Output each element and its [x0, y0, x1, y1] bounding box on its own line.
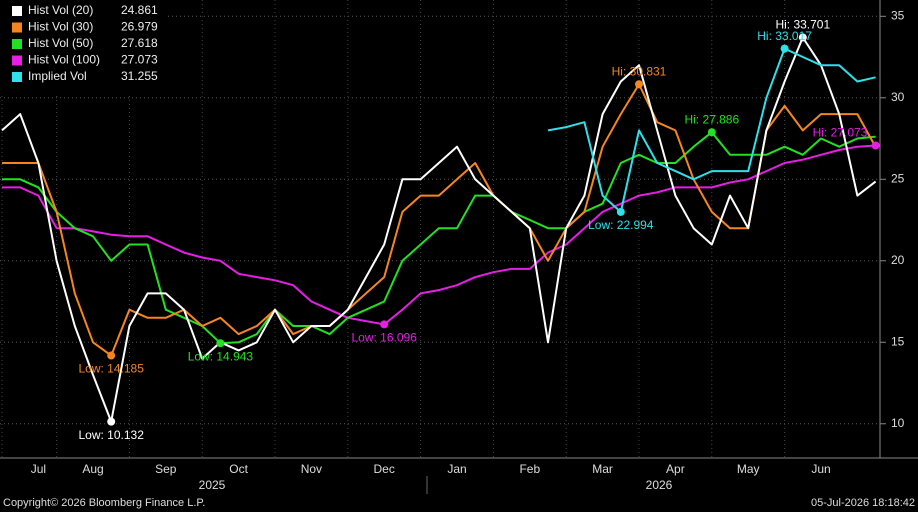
legend-label: Hist Vol (30) [28, 20, 93, 34]
x-tick-label: May [737, 462, 760, 476]
y-tick-label: 15 [891, 334, 905, 348]
legend-label: Hist Vol (20) [28, 3, 93, 17]
x-tick-label: Feb [519, 462, 540, 476]
extreme-label: Hi: 27.073 [813, 126, 868, 140]
y-tick-label: 35 [891, 8, 905, 22]
x-tick-label: Jun [811, 462, 830, 476]
series-line [2, 131, 876, 345]
x-tick-label: Apr [666, 462, 685, 476]
legend-swatch [12, 55, 22, 66]
y-tick-label: 30 [891, 90, 905, 104]
extreme-marker [707, 128, 716, 137]
extreme-marker [107, 417, 116, 426]
extreme-marker [616, 207, 625, 216]
extreme-label: Low: 10.132 [79, 428, 145, 442]
extreme-label: Hi: 33.701 [775, 18, 830, 32]
extreme-marker [635, 80, 643, 89]
series-line [2, 144, 876, 326]
extreme-label: Low: 22.994 [588, 218, 654, 232]
year-label: 2025 [199, 478, 226, 492]
x-tick-label: Nov [301, 462, 322, 476]
extreme-label: Hi: 33.017 [757, 29, 812, 43]
extreme-marker [107, 351, 116, 360]
legend-value: 27.618 [121, 36, 158, 50]
legend-value: 26.979 [121, 20, 158, 34]
extreme-marker [871, 141, 880, 150]
x-tick-label: Sep [155, 462, 177, 476]
extreme-marker [216, 339, 225, 348]
x-tick-label: Jan [447, 462, 466, 476]
legend-value: 27.073 [121, 53, 158, 67]
extreme-label: Low: 14.943 [188, 349, 254, 363]
x-tick-label: Oct [229, 462, 248, 476]
extreme-label: Hi: 30.831 [612, 64, 667, 78]
series-line [1, 36, 877, 423]
legend-label: Hist Vol (100) [28, 53, 100, 67]
legend-swatch [12, 22, 22, 33]
x-tick-label: Mar [592, 462, 613, 476]
legend-swatch [12, 6, 22, 16]
extreme-marker [798, 33, 807, 42]
legend-value: 24.861 [121, 3, 158, 17]
y-tick-label: 20 [891, 253, 905, 267]
x-tick-label: Aug [82, 462, 103, 476]
x-tick-label: Jul [31, 462, 46, 476]
legend-box [0, 0, 168, 94]
legend-label: Hist Vol (50) [28, 36, 93, 50]
extreme-label: Low: 16.096 [352, 331, 418, 345]
legend-swatch [12, 72, 22, 82]
timestamp: 05-Jul-2026 18:18:42 [811, 497, 915, 509]
y-tick-label: 25 [891, 171, 905, 185]
extreme-marker [780, 44, 789, 53]
legend-value: 31.255 [121, 69, 158, 83]
series-line [2, 83, 877, 357]
extreme-marker [380, 320, 389, 329]
year-label: 2026 [646, 478, 673, 492]
series-line [547, 47, 876, 213]
extreme-label: Low: 14.185 [79, 362, 145, 376]
legend-swatch [12, 39, 22, 49]
y-tick-label: 10 [891, 416, 905, 430]
x-tick-label: Dec [374, 462, 395, 476]
copyright: Copyright© 2026 Bloomberg Finance L.P. [3, 497, 205, 509]
extreme-label: Hi: 27.886 [684, 112, 739, 126]
legend-label: Implied Vol [28, 69, 87, 83]
